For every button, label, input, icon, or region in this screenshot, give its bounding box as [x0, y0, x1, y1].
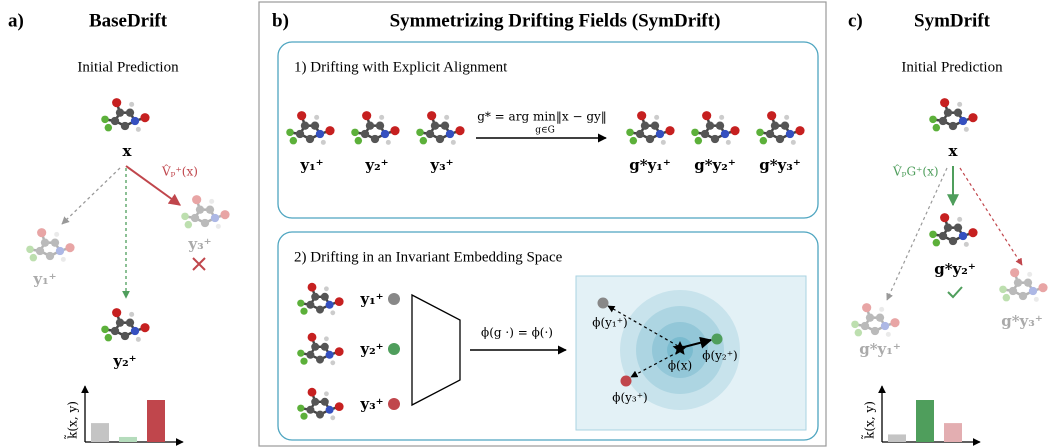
- y1-label: y₁⁺: [32, 270, 56, 288]
- equation-sub: g∈G: [535, 126, 555, 136]
- kernel-chart: k̃(x, y): [64, 386, 183, 442]
- panel-label: a): [8, 10, 24, 31]
- molecule: [297, 283, 343, 315]
- input-label: y₁⁺: [359, 290, 383, 308]
- panel-title: BaseDrift: [89, 10, 168, 31]
- molecule: [691, 111, 739, 145]
- panel-a: a) BaseDrift Initial Prediction x V̂ₚ⁺(x…: [8, 10, 230, 442]
- molecule: [756, 111, 804, 145]
- output-label: g*y₃⁺: [759, 156, 801, 174]
- figure: a) BaseDrift Initial Prediction x V̂ₚ⁺(x…: [0, 0, 1052, 448]
- check: [948, 287, 962, 297]
- molecule: [181, 195, 229, 229]
- dot: [598, 298, 609, 309]
- dashed-arrow: [62, 168, 120, 224]
- equation: g* = arg min‖x − gy‖: [477, 110, 607, 124]
- molecule: [929, 98, 977, 132]
- x-label: x: [949, 142, 959, 160]
- molecule: [26, 228, 74, 262]
- input-label: y₃⁺: [359, 395, 383, 413]
- molecule: [286, 111, 334, 145]
- molecule: [851, 303, 899, 337]
- panel-b: b) Symmetrizing Drifting Fields (SymDrif…: [272, 10, 818, 440]
- y2-label: g*y₂⁺: [934, 260, 976, 278]
- field-label: V̂ₚ⁺(x): [161, 163, 198, 178]
- field-label: V̂ₚG⁺(x): [892, 163, 939, 178]
- input-label: y₁⁺: [299, 156, 323, 174]
- molecule: [999, 268, 1047, 302]
- input-label: y₂⁺: [359, 340, 383, 358]
- kernel-chart: k̃(x, y): [861, 386, 980, 442]
- molecule: [297, 333, 343, 365]
- cross: [193, 258, 205, 270]
- input-label: y₂⁺: [364, 156, 388, 174]
- y2-label: y₂⁺: [112, 352, 136, 370]
- panel-label: c): [848, 10, 863, 31]
- panel-c: c) SymDrift Initial Prediction x V̂ₚG⁺(x…: [848, 10, 1048, 442]
- dot: [712, 334, 723, 345]
- subtitle: Initial Prediction: [77, 59, 179, 75]
- embed-label: ϕ(y₃⁺): [612, 391, 647, 405]
- panel-title: SymDrift: [914, 10, 991, 31]
- axis-label: k̃(x, y): [64, 401, 80, 439]
- dot: [388, 293, 400, 305]
- molecule: [416, 111, 464, 145]
- axis-label: k̃(x, y): [861, 401, 877, 439]
- subtitle: Initial Prediction: [901, 59, 1003, 75]
- input-label: y₃⁺: [429, 156, 453, 174]
- encoder: [412, 295, 460, 405]
- bar: [147, 400, 165, 442]
- molecule: [929, 213, 977, 247]
- dot: [621, 376, 632, 387]
- panel-label: b): [272, 10, 289, 31]
- molecule: [351, 111, 399, 145]
- bar: [944, 423, 962, 442]
- molecule: [101, 98, 149, 132]
- dashed-arrow: [960, 168, 1022, 265]
- x-label: x: [123, 142, 133, 160]
- molecule: [626, 111, 674, 145]
- embed-label: ϕ(x): [668, 359, 692, 373]
- step-title: 1) Drifting with Explicit Alignment: [294, 59, 508, 75]
- bar: [91, 423, 109, 442]
- y3-label: g*y₃⁺: [1001, 312, 1043, 330]
- bar: [119, 437, 137, 442]
- molecule: [297, 388, 343, 420]
- y3-label: y₃⁺: [187, 235, 211, 253]
- output-label: g*y₂⁺: [694, 156, 736, 174]
- panel-title: Symmetrizing Drifting Fields (SymDrift): [390, 10, 721, 31]
- molecule: [101, 308, 149, 342]
- dot: [388, 398, 400, 410]
- dot: [388, 343, 400, 355]
- step-title: 2) Drifting in an Invariant Embedding Sp…: [294, 249, 563, 265]
- invariance-label: ϕ(g ·) = ϕ(·): [481, 326, 553, 340]
- y1-label: g*y₁⁺: [859, 340, 901, 358]
- bar: [916, 400, 934, 442]
- output-label: g*y₁⁺: [629, 156, 671, 174]
- bar: [888, 434, 906, 442]
- embed-label: ϕ(y₂⁺): [702, 349, 737, 363]
- embed-label: ϕ(y₁⁺): [592, 316, 627, 330]
